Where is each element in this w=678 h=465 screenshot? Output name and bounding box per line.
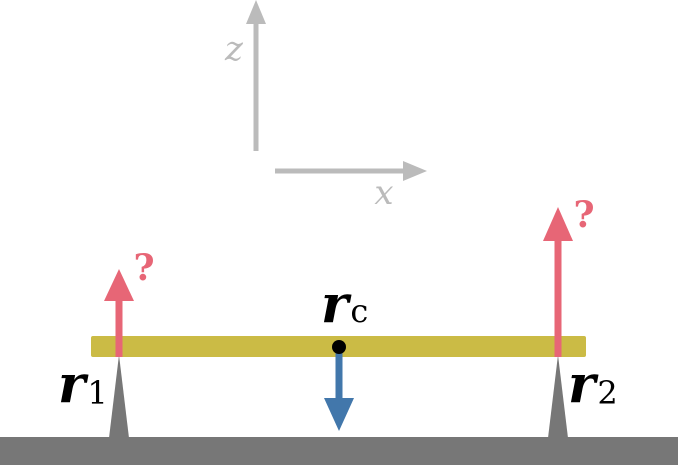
weight-force-arrowhead	[324, 398, 354, 431]
x-axis-label: x	[374, 173, 393, 213]
left-support	[109, 355, 129, 438]
ground	[0, 437, 678, 465]
z-axis-arrowhead	[246, 0, 266, 24]
left-force-question-mark: ?	[133, 247, 154, 289]
coordinate-axes: z x	[224, 0, 427, 213]
right-force-arrowhead	[543, 207, 573, 241]
weight-force	[324, 347, 354, 431]
right-reaction-force: ?	[543, 194, 595, 357]
right-force-question-mark: ?	[573, 194, 594, 236]
left-reaction-force: ?	[104, 247, 155, 357]
x-axis-arrowhead	[403, 161, 427, 181]
center-of-mass-point	[332, 340, 346, 354]
position-label-r2: r2	[568, 354, 618, 415]
left-force-arrowhead	[104, 269, 134, 301]
right-support	[548, 355, 568, 438]
position-label-r1: r1	[58, 354, 108, 415]
z-axis-label: z	[224, 29, 244, 69]
position-label-rc: rc	[321, 274, 368, 335]
